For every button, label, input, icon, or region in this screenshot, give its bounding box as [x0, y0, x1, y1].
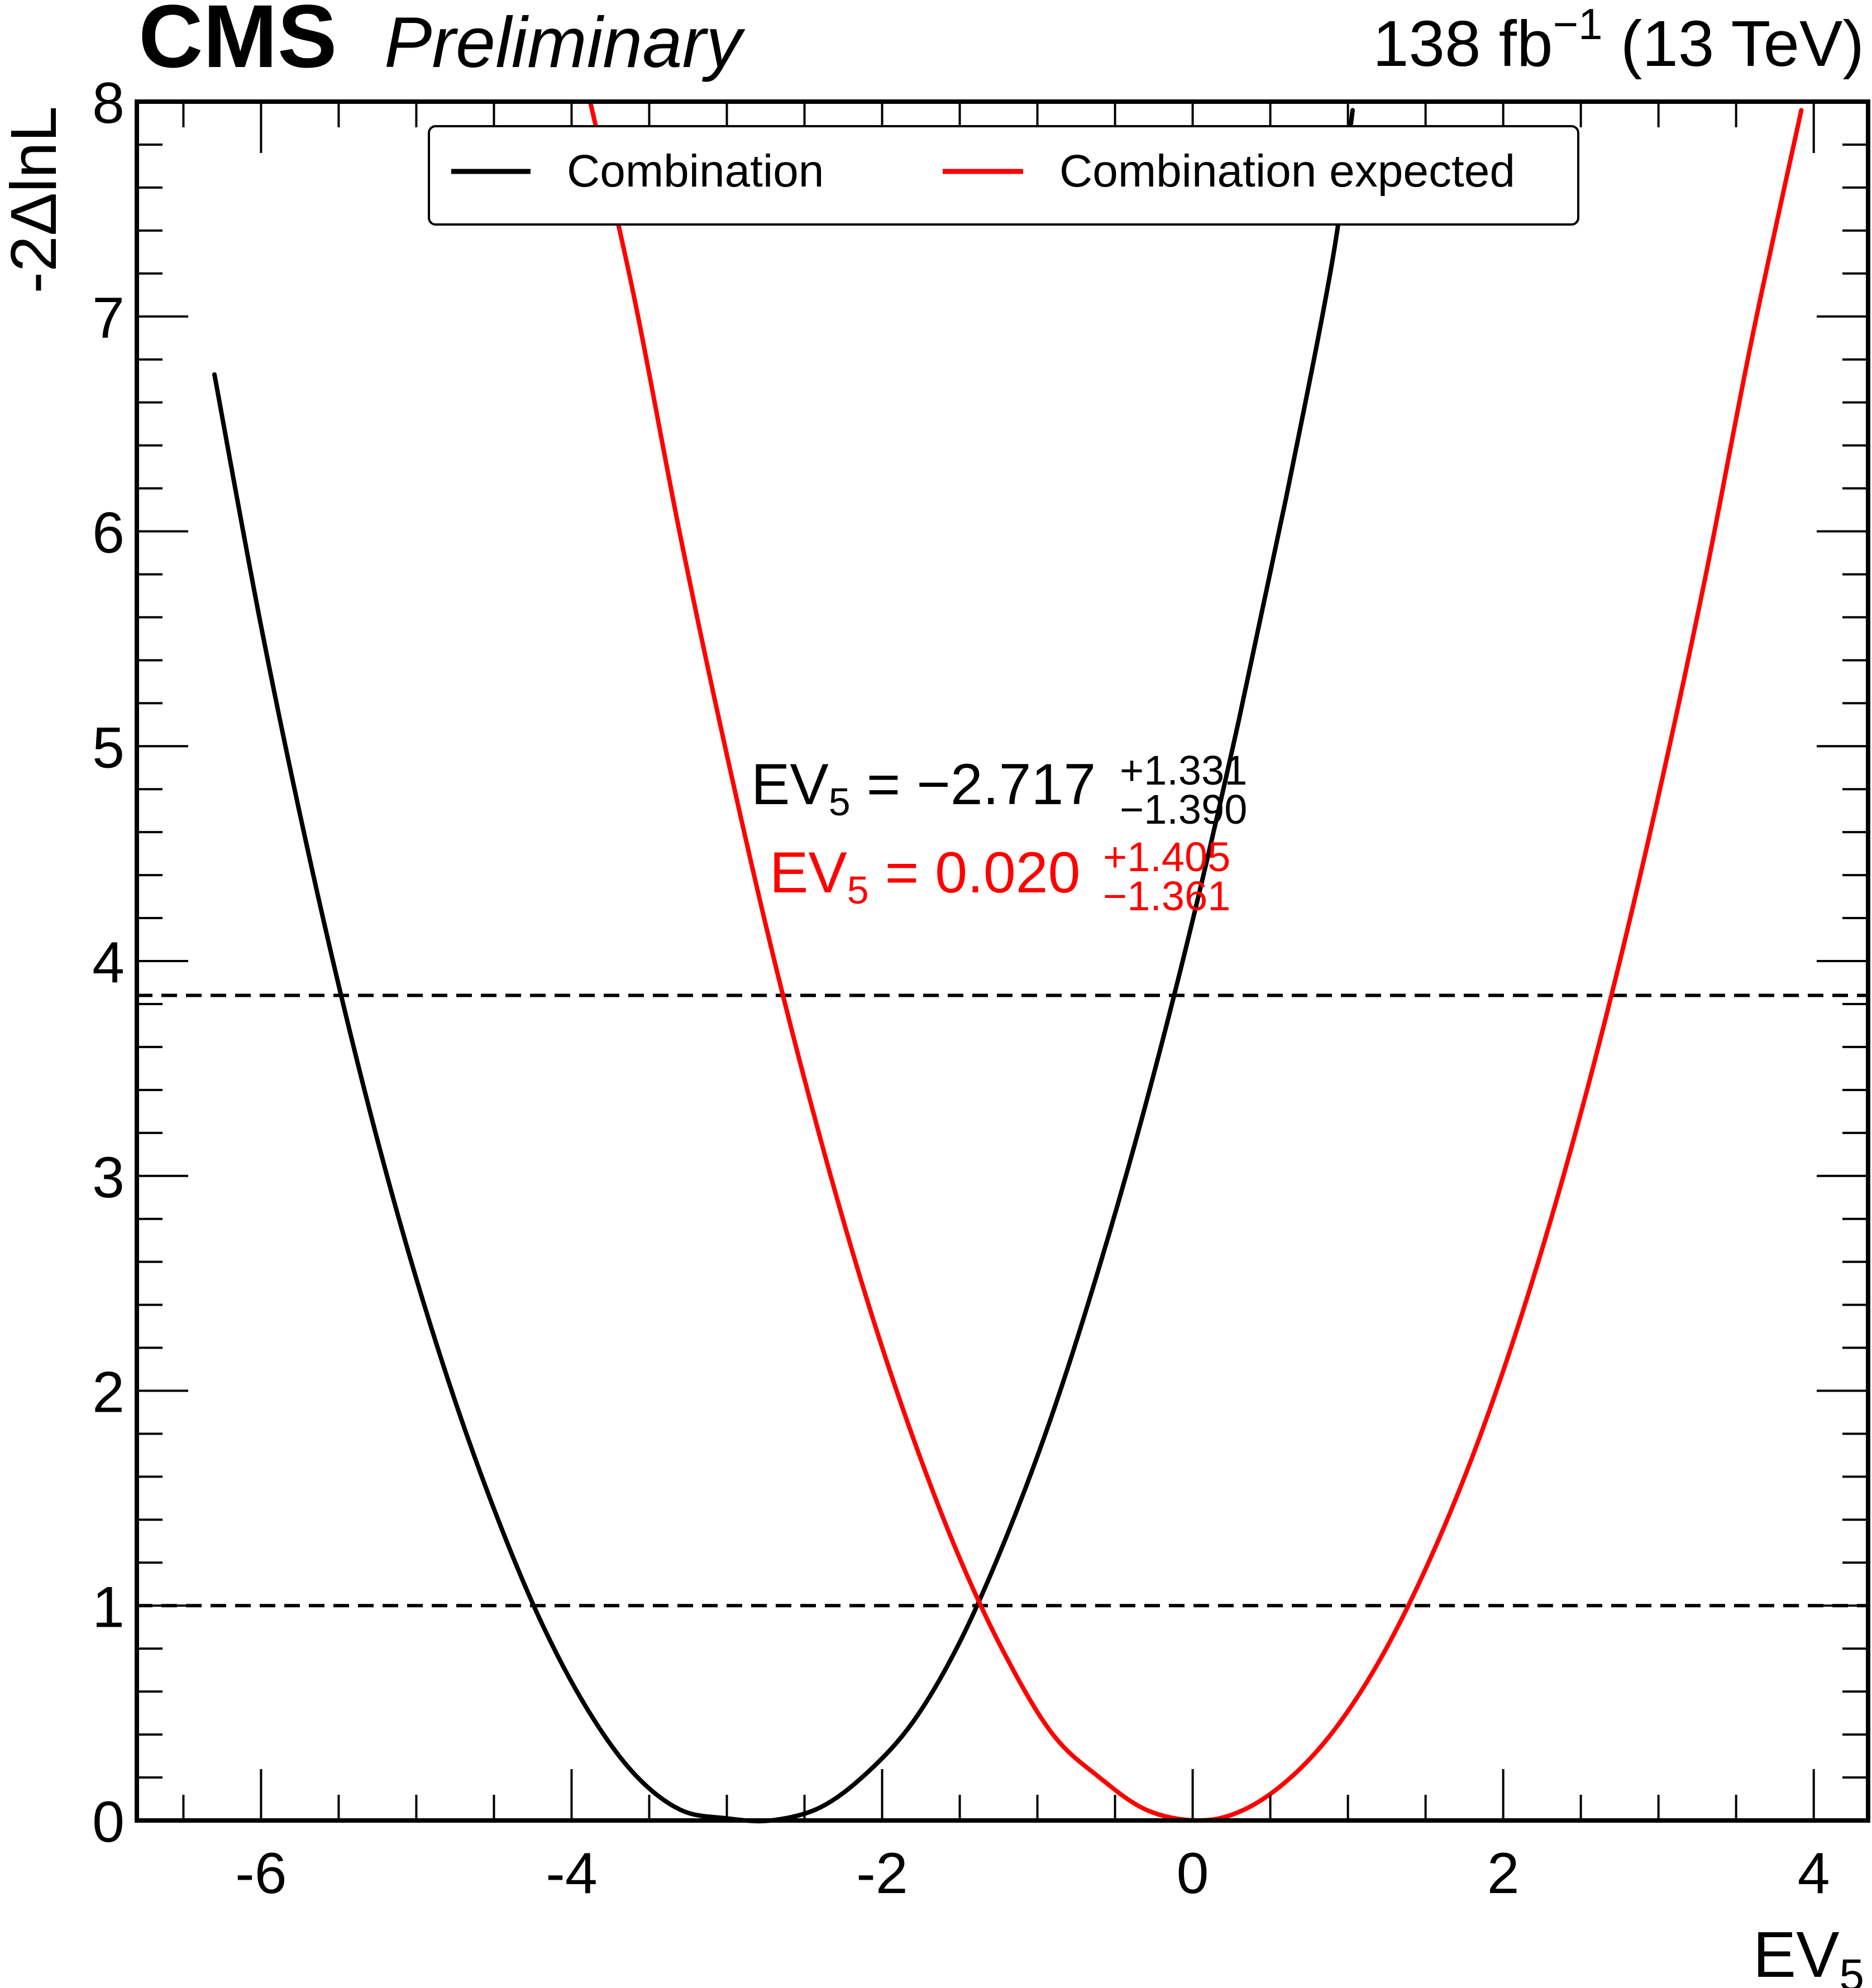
legend: Combination Combination expected: [428, 125, 1579, 226]
lumi-exponent: −1: [1553, 0, 1603, 49]
expected-result-up: +1.405: [1103, 834, 1230, 880]
observed-result-down: −1.390: [1120, 786, 1247, 833]
x-tick-label: 0: [1177, 1841, 1209, 1906]
observed-result-sub: 5: [829, 780, 851, 824]
status-label: Preliminary: [384, 3, 746, 83]
axis-ticks: [137, 101, 1868, 1822]
expected-result-sub: 5: [847, 868, 869, 912]
x-axis-title: EV5: [1753, 1918, 1864, 1988]
plot-frame: [135, 99, 1870, 1823]
y-tick-label: 2: [92, 1360, 125, 1425]
observed-result-up: +1.331: [1120, 747, 1247, 794]
y-tick-label: 5: [92, 715, 125, 780]
observed-result-annotation: EV5 = −2.717 +1.331 −1.390: [751, 747, 1247, 833]
x-axis-title-base: EV: [1753, 1918, 1840, 1988]
y-tick-label: 0: [92, 1790, 125, 1855]
energy-value: [1602, 7, 1620, 80]
x-tick-label: 4: [1798, 1841, 1830, 1906]
y-tick-label: 8: [92, 71, 125, 136]
y-axis-title: -2ΔlnL: [0, 106, 70, 293]
y-tick-label: 1: [92, 1575, 125, 1640]
x-tick-label: -4: [546, 1841, 597, 1906]
x-tick-label: -2: [856, 1841, 908, 1906]
energy-label: (13 TeV): [1621, 7, 1864, 80]
lumi-value: 138 fb: [1373, 7, 1553, 80]
legend-label-combination: Combination: [567, 146, 824, 197]
x-tick-label: -6: [235, 1841, 286, 1906]
legend-label-combination-expected: Combination expected: [1059, 146, 1515, 197]
legend-box: [428, 125, 1579, 226]
series-line-combination: [212, 108, 1355, 1824]
x-axis-title-sub: 5: [1840, 1950, 1865, 1988]
observed-result-main: EV5 = −2.717: [751, 752, 1096, 824]
x-tick-label: 2: [1487, 1841, 1520, 1906]
expected-result-value: = 0.020: [869, 840, 1081, 905]
reference-lines: [137, 993, 1868, 1608]
curves: [212, 99, 1804, 1824]
observed-result-base: EV: [751, 752, 829, 817]
observed-result-value: = −2.717: [851, 752, 1096, 817]
y-tick-label: 7: [92, 286, 125, 351]
expected-result-annotation: EV5 = 0.020 +1.405 −1.361: [770, 834, 1230, 919]
axis-tick-labels: -6 -4 -2 0 2 4 0 1 2 3 4 5 6 7 8: [92, 71, 1830, 1906]
experiment-label: CMS: [139, 0, 337, 86]
lumi-label: 138 fb−1 (13 TeV): [1373, 0, 1864, 80]
series-line-combination-expected: [588, 99, 1804, 1823]
expected-result-base: EV: [770, 840, 847, 905]
y-tick-label: 3: [92, 1145, 125, 1210]
expected-result-down: −1.361: [1103, 873, 1230, 919]
expected-result-main: EV5 = 0.020: [770, 840, 1080, 912]
y-tick-label: 4: [92, 930, 125, 995]
y-tick-label: 6: [92, 501, 125, 566]
